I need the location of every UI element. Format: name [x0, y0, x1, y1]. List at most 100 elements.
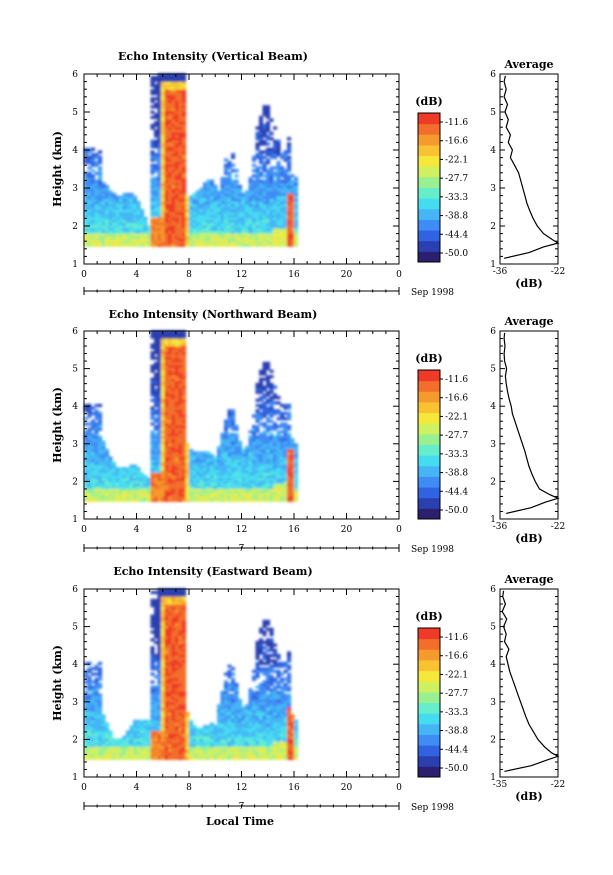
heatmap-cell	[112, 211, 117, 215]
heatmap-cell	[108, 456, 113, 460]
heatmap-cell	[161, 390, 166, 394]
heatmap-cell	[101, 182, 106, 186]
heatmap-cell	[262, 105, 267, 109]
heatmap-cell	[206, 482, 211, 487]
heatmap-cell	[154, 617, 159, 621]
heatmap-cell	[84, 727, 89, 731]
heatmap-cell	[171, 440, 176, 444]
heatmap-cell	[84, 469, 89, 473]
heatmap-cell	[157, 403, 162, 408]
heatmap-cell	[171, 166, 176, 170]
heatmap-cell	[164, 448, 169, 452]
heatmap-cell	[157, 446, 162, 450]
heatmap-cell	[203, 198, 208, 202]
heatmap-cell	[294, 214, 299, 218]
heatmap-cell	[150, 622, 155, 626]
heatmap-cell	[87, 661, 92, 666]
heatmap-cell	[192, 224, 197, 229]
heatmap-cell	[255, 493, 260, 497]
heatmap-cell	[269, 459, 274, 463]
heatmap-cell	[84, 171, 89, 175]
heatmap-cell	[262, 131, 267, 136]
heatmap-cell	[150, 461, 155, 465]
heatmap-cell	[182, 338, 187, 342]
heatmap-cell	[182, 425, 187, 429]
heatmap-cell	[262, 187, 267, 191]
heatmap-cell	[140, 238, 145, 242]
heatmap-cell	[259, 131, 264, 136]
heatmap-cell	[157, 343, 162, 347]
heatmap-cell	[175, 456, 180, 460]
heatmap-cell	[259, 496, 264, 500]
heatmap-cell	[84, 179, 89, 183]
heatmap-cell	[122, 195, 127, 199]
heatmap-cell	[283, 185, 288, 189]
heatmap-cell	[252, 446, 257, 450]
heatmap-cell	[262, 243, 267, 247]
heatmap-cell	[154, 115, 159, 120]
heatmap-cell	[178, 121, 183, 125]
heatmap-cell	[290, 461, 295, 465]
heatmap-cell	[287, 435, 292, 439]
heatmap-cell	[171, 359, 176, 363]
heatmap-cell	[129, 725, 134, 729]
heatmap-cell	[94, 672, 99, 676]
heatmap-cell	[294, 198, 299, 202]
heatmap-cell	[182, 243, 187, 247]
heatmap-cell	[210, 240, 215, 245]
heatmap-cell	[273, 224, 278, 229]
heatmap-cell	[213, 206, 218, 210]
heatmap-cell	[112, 227, 117, 231]
heatmap-cell	[290, 206, 295, 210]
heatmap-cell	[252, 475, 257, 479]
heatmap-cell	[101, 469, 106, 473]
heatmap-cell	[91, 440, 96, 444]
heatmap-cell	[259, 485, 264, 489]
heatmap-cell	[210, 456, 215, 460]
heatmap-cell	[171, 461, 176, 465]
heatmap-cell	[255, 222, 260, 226]
heatmap-cell	[157, 150, 162, 154]
heatmap-cell	[182, 123, 187, 128]
heatmap-cell	[157, 701, 162, 705]
heatmap-cell	[224, 171, 229, 175]
heatmap-cell	[87, 482, 92, 487]
heatmap-cell	[150, 240, 155, 245]
heatmap-cell	[154, 696, 159, 700]
heatmap-cell	[154, 330, 159, 334]
heatmap-cell	[217, 454, 222, 458]
heatmap-cell	[203, 211, 208, 215]
heatmap-cell	[87, 446, 92, 450]
heatmap-cell	[98, 198, 103, 202]
heatmap-cell	[189, 200, 194, 205]
heatmap-cell	[161, 409, 166, 413]
heatmap-cell	[287, 174, 292, 178]
heatmap-cell	[98, 482, 103, 487]
heatmap-cell	[224, 238, 229, 242]
heatmap-cell	[87, 430, 92, 434]
heatmap-cell	[175, 73, 180, 77]
heatmap-cell	[168, 435, 173, 439]
heatmap-cell	[84, 754, 89, 758]
heatmap-cell	[283, 200, 288, 205]
heatmap-cell	[164, 147, 169, 151]
heatmap-cell	[182, 137, 187, 141]
heatmap-cell	[154, 142, 159, 146]
heatmap-cell	[217, 477, 222, 481]
heatmap-cell	[161, 393, 166, 397]
heatmap-cell	[266, 482, 271, 487]
heatmap-cell	[175, 224, 180, 229]
heatmap-cell	[234, 435, 239, 439]
heatmap-cell	[164, 232, 169, 237]
heatmap-cell	[262, 488, 267, 492]
heatmap-cell	[213, 461, 218, 465]
heatmap-cell	[84, 451, 89, 455]
heatmap-cell	[287, 222, 292, 226]
heatmap-cell	[203, 243, 208, 247]
heatmap-cell	[210, 232, 215, 237]
heatmap-cell	[87, 469, 92, 473]
heatmap-cell	[101, 224, 106, 229]
heatmap-cell	[217, 203, 222, 207]
heatmap-cell	[94, 683, 99, 687]
heatmap-cell	[255, 390, 260, 394]
